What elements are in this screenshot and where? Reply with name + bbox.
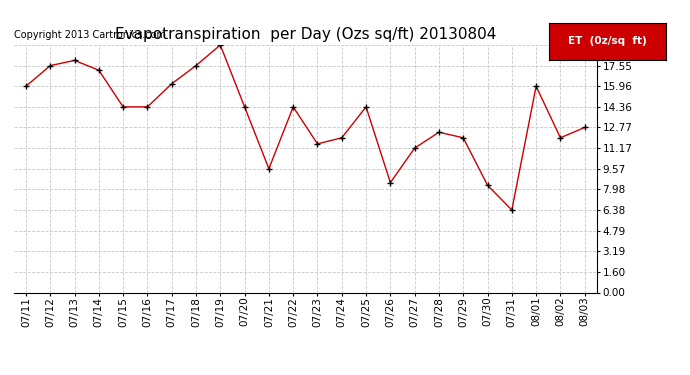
Text: Copyright 2013 Cartronics.com: Copyright 2013 Cartronics.com bbox=[14, 30, 166, 40]
Text: ET  (0z/sq  ft): ET (0z/sq ft) bbox=[568, 36, 647, 46]
Title: Evapotranspiration  per Day (Ozs sq/ft) 20130804: Evapotranspiration per Day (Ozs sq/ft) 2… bbox=[115, 27, 496, 42]
